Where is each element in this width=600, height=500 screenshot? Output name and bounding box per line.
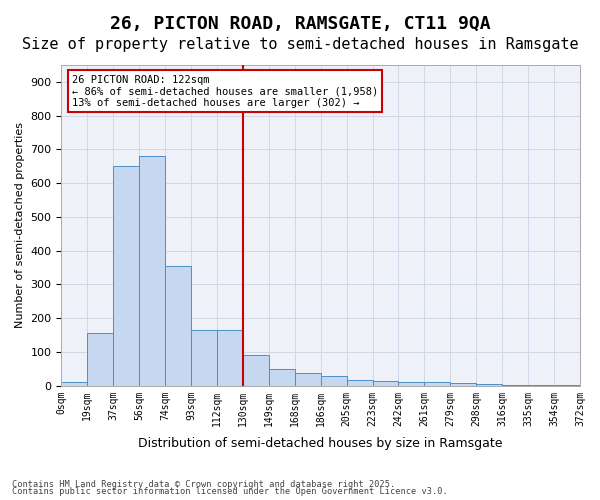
Bar [451, 384, 476, 386]
Bar [424, 382, 451, 386]
Bar [502, 385, 528, 386]
Bar [243, 356, 269, 386]
Bar [217, 330, 243, 386]
Bar [61, 382, 88, 386]
Y-axis label: Number of semi-detached properties: Number of semi-detached properties [15, 122, 25, 328]
Bar [191, 330, 217, 386]
Bar [88, 334, 113, 386]
X-axis label: Distribution of semi-detached houses by size in Ramsgate: Distribution of semi-detached houses by … [139, 437, 503, 450]
Bar [165, 266, 191, 386]
Text: Contains public sector information licensed under the Open Government Licence v3: Contains public sector information licen… [12, 487, 448, 496]
Text: Size of property relative to semi-detached houses in Ramsgate: Size of property relative to semi-detach… [22, 38, 578, 52]
Text: Contains HM Land Registry data © Crown copyright and database right 2025.: Contains HM Land Registry data © Crown c… [12, 480, 395, 489]
Bar [139, 156, 165, 386]
Bar [347, 380, 373, 386]
Text: 26 PICTON ROAD: 122sqm
← 86% of semi-detached houses are smaller (1,958)
13% of : 26 PICTON ROAD: 122sqm ← 86% of semi-det… [72, 74, 378, 108]
Bar [528, 385, 554, 386]
Bar [321, 376, 347, 386]
Bar [269, 369, 295, 386]
Bar [295, 373, 321, 386]
Bar [398, 382, 424, 386]
Bar [476, 384, 502, 386]
Bar [373, 380, 398, 386]
Text: 26, PICTON ROAD, RAMSGATE, CT11 9QA: 26, PICTON ROAD, RAMSGATE, CT11 9QA [110, 15, 490, 33]
Bar [113, 166, 139, 386]
